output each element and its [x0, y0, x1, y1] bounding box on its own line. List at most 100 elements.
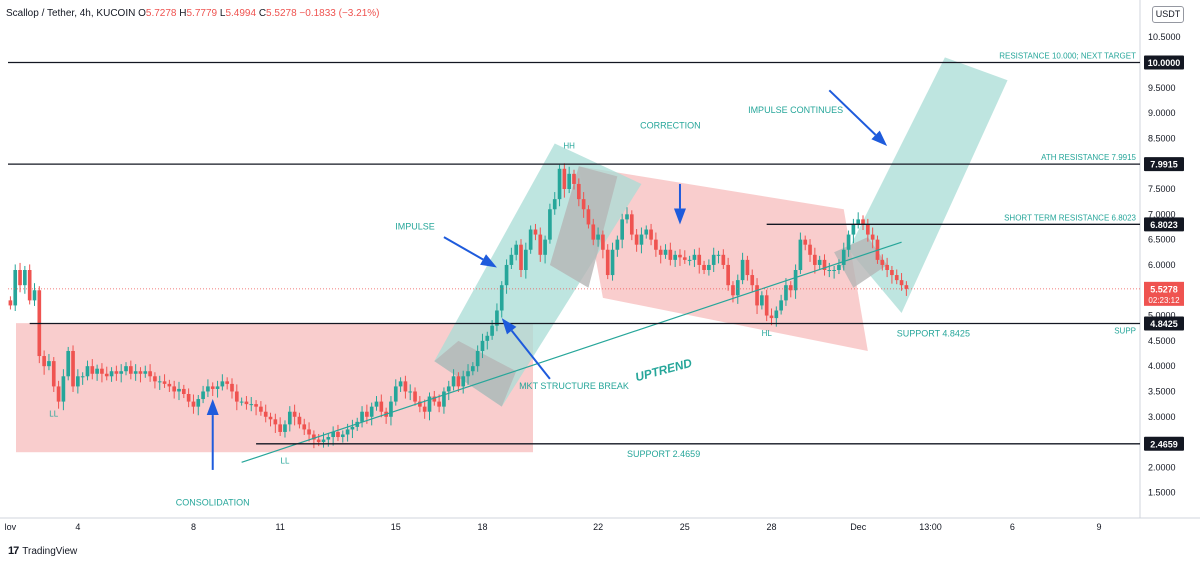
candle-body: [249, 404, 254, 406]
symbol-title: Scallop / Tether, 4h, KUCOIN: [6, 8, 136, 19]
candle-body: [745, 259, 750, 276]
candle-body: [548, 209, 552, 240]
candle-body: [143, 371, 148, 374]
tradingview-brand[interactable]: 17 TradingView: [8, 545, 77, 557]
consolidation-arrow: [206, 399, 219, 470]
time-tick-label: 22: [593, 522, 603, 532]
candle-body: [813, 254, 817, 265]
candle-body: [702, 264, 706, 270]
candle-body: [509, 254, 514, 265]
impulse-arrow: [443, 236, 497, 268]
impulse-label: IMPULSE: [395, 222, 435, 232]
candle-body: [316, 439, 321, 443]
candle-body: [13, 270, 18, 306]
time-tick-label: 28: [766, 522, 776, 532]
level-price-tag: [1144, 316, 1184, 331]
impulse-continues-arrow: [828, 89, 888, 146]
support-4-text: SUPPORT 4.8425: [897, 329, 970, 339]
price-tick-label: 4.0000: [1148, 361, 1176, 371]
candle-body: [740, 259, 745, 281]
candle-body: [490, 325, 494, 336]
level-price-label: 4.8425: [1150, 319, 1178, 329]
candle-body: [504, 264, 509, 286]
candle-body: [615, 239, 620, 250]
current-price-label: 5.5278: [1150, 284, 1178, 294]
candle-body: [321, 439, 326, 443]
candle-body: [191, 401, 196, 407]
high-value: 5.7779: [186, 8, 218, 19]
close-value: 5.5278: [266, 8, 297, 19]
candle-body: [157, 381, 162, 383]
candle-body: [552, 199, 557, 210]
candle-body: [721, 254, 726, 265]
candle-body: [153, 376, 157, 382]
candle-body: [66, 350, 71, 377]
candle-body: [239, 401, 244, 403]
candle-body: [899, 280, 904, 286]
candle-body: [774, 310, 779, 319]
price-tick-label: 10.5000: [1148, 32, 1181, 42]
candle-body: [605, 249, 610, 276]
candle-body: [85, 366, 90, 377]
support-4-edge-text: SUPP: [1114, 327, 1136, 336]
resistance-10-text: RESISTANCE 10.000; NEXT TARGET: [999, 51, 1136, 60]
candle-body: [95, 368, 99, 374]
candle-body: [336, 431, 340, 438]
candle-body: [692, 254, 697, 260]
candle-body: [803, 239, 808, 245]
candle-body: [446, 386, 451, 392]
candle-body: [201, 391, 205, 400]
time-tick-label: 8: [191, 522, 196, 532]
currency-badge[interactable]: USDT: [1152, 6, 1184, 23]
candle-body: [254, 404, 258, 407]
candle-body: [769, 315, 774, 319]
candle-body: [519, 244, 523, 270]
change-value: −0.1833 (−3.21%): [299, 8, 380, 19]
candle-body: [456, 376, 461, 387]
impulse-overlap-gray: [434, 340, 517, 407]
impulse-continues-channel: [848, 57, 1008, 314]
candle-body: [427, 396, 432, 412]
price-tick-label: 7.0000: [1148, 209, 1176, 219]
candle-body: [100, 368, 104, 374]
candle-body: [784, 285, 788, 301]
candle-body: [625, 214, 629, 220]
candle-body: [186, 394, 191, 402]
candle-body: [861, 219, 865, 225]
open-label: O: [138, 8, 146, 19]
candle-body: [731, 285, 735, 296]
price-tick-label: 4.5000: [1148, 336, 1176, 346]
candle-body: [71, 350, 75, 387]
mkt-structure-break-label: MKT STRUCTURE BREAK: [519, 381, 629, 391]
candle-body: [326, 437, 331, 440]
candle-body: [576, 183, 581, 200]
candle-body: [870, 234, 875, 240]
candle-body: [495, 310, 499, 326]
candle-body: [51, 361, 56, 387]
price-tick-label: 5.0000: [1148, 311, 1176, 321]
candle-body: [172, 386, 177, 392]
candle-body: [23, 270, 27, 286]
candle-body: [851, 224, 856, 235]
candle-body: [649, 229, 653, 240]
candle-body: [663, 249, 668, 255]
candle-body: [340, 434, 345, 438]
candle-body: [572, 173, 576, 184]
candle-body: [557, 168, 562, 200]
candle-body: [697, 254, 702, 265]
candle-body: [894, 275, 899, 281]
level-price-label: 6.8023: [1150, 220, 1178, 230]
candle-body: [750, 275, 755, 286]
candle-body: [374, 401, 379, 407]
candle-body: [755, 285, 759, 306]
candle-body: [56, 386, 61, 402]
candle-body: [788, 285, 793, 291]
candle-body: [360, 411, 364, 422]
candle-body: [562, 168, 567, 190]
price-tick-label: 9.5000: [1148, 83, 1176, 93]
candle-body: [654, 239, 658, 250]
impulse-top-gray: [549, 166, 618, 288]
candle-body: [442, 391, 446, 407]
